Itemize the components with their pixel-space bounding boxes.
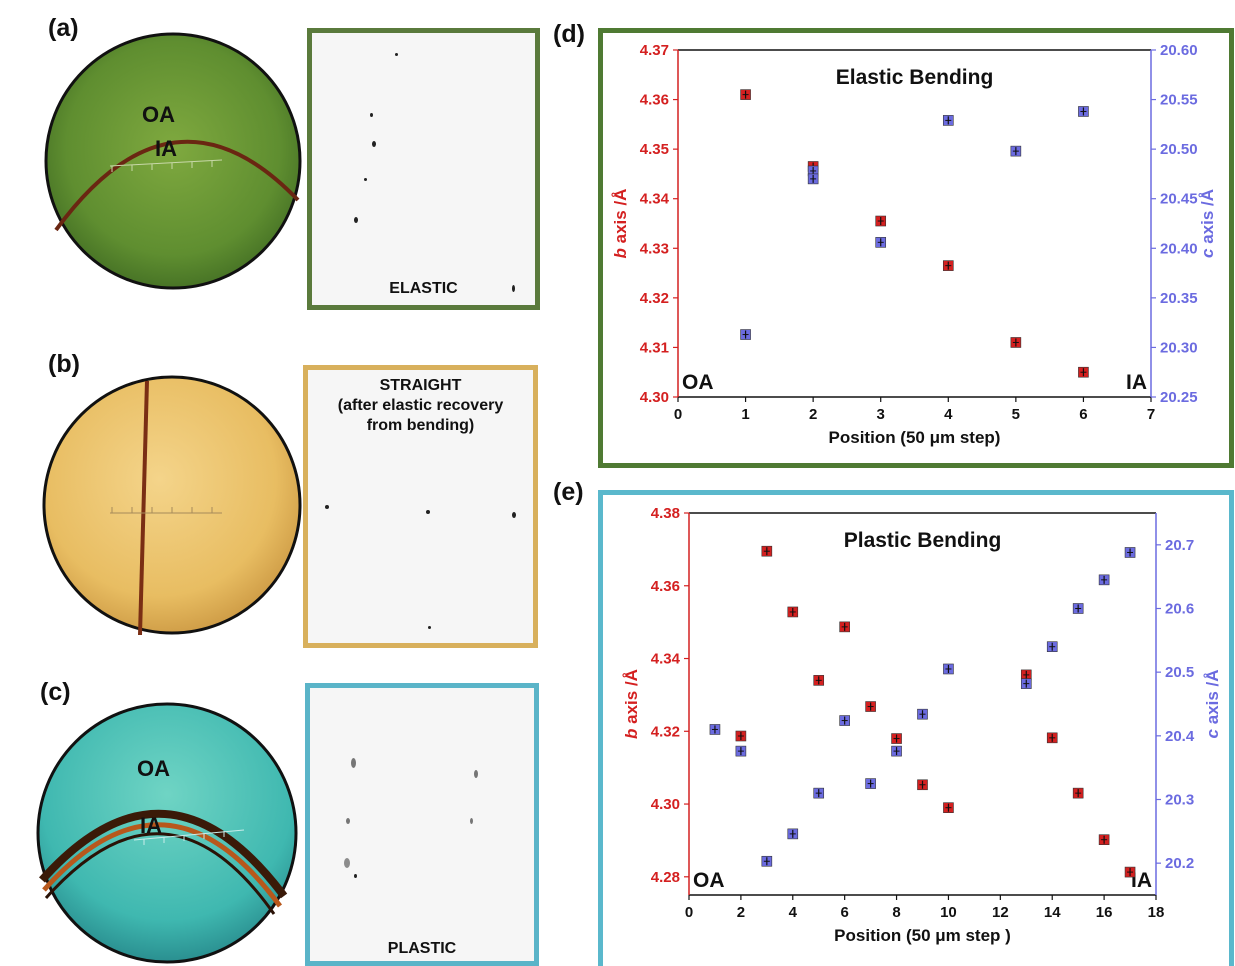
panel-d-label: (d)	[553, 20, 585, 48]
diffraction-spot	[512, 512, 516, 518]
right-y-tick-label: 20.25	[1160, 389, 1198, 406]
x-tick-label: 4	[944, 406, 953, 423]
diffraction-spot	[351, 758, 356, 768]
diffraction-spot	[428, 626, 431, 629]
right-y-axis-label: c axis /Å	[1198, 189, 1217, 258]
right-y-tick-label: 20.4	[1165, 728, 1195, 745]
left-y-tick-label: 4.32	[640, 290, 669, 307]
panel-b-xrd-frame: STRAIGHT (after elastic recovery from be…	[303, 365, 538, 648]
x-axis-label: Position (50 μm step)	[829, 428, 1001, 447]
inner-arc-label-a: IA	[155, 136, 177, 161]
right-y-axis-label: c axis /Å	[1203, 669, 1222, 738]
left-y-tick-label: 4.30	[640, 389, 669, 406]
diffraction-spot	[370, 113, 373, 117]
xrd-caption-straight: STRAIGHT (after elastic recovery from be…	[337, 377, 504, 434]
diffraction-spot	[325, 505, 329, 509]
right-y-tick-label: 20.50	[1160, 141, 1198, 158]
diffraction-spot	[395, 53, 398, 56]
corner-label-oa: OA	[693, 869, 725, 892]
panel-c-photo: OA IA	[34, 700, 300, 966]
xrd-caption-elastic: ELASTIC	[389, 280, 458, 297]
diffraction-spot	[346, 818, 350, 824]
diffraction-spot	[470, 818, 473, 824]
panel-c-label: (c)	[40, 678, 71, 706]
left-y-tick-label: 4.30	[651, 796, 680, 813]
diffraction-spot	[354, 217, 358, 223]
outer-arc-label-c: OA	[137, 756, 170, 781]
diffraction-spot	[512, 285, 515, 292]
diffraction-spot	[474, 770, 478, 778]
x-tick-label: 6	[840, 904, 848, 921]
panel-b-photo	[40, 373, 304, 637]
right-y-tick-label: 20.3	[1165, 792, 1194, 809]
panel-a-label: (a)	[48, 14, 79, 42]
left-y-tick-label: 4.34	[640, 191, 670, 208]
right-y-tick-label: 20.5	[1165, 664, 1194, 681]
left-y-tick-label: 4.37	[640, 42, 669, 59]
right-y-tick-label: 20.60	[1160, 42, 1198, 59]
left-y-axis-label: b axis /Å	[622, 669, 641, 739]
x-tick-label: 1	[741, 406, 749, 423]
x-tick-label: 0	[685, 904, 693, 921]
corner-label-oa: OA	[682, 371, 714, 394]
right-y-tick-label: 20.30	[1160, 339, 1198, 356]
diffraction-spot	[364, 178, 367, 181]
x-tick-label: 7	[1147, 406, 1155, 423]
panel-a-photo: OA IA	[42, 30, 304, 292]
right-y-tick-label: 20.45	[1160, 191, 1198, 208]
x-tick-label: 0	[674, 406, 682, 423]
x-tick-label: 10	[940, 904, 957, 921]
x-tick-label: 2	[809, 406, 817, 423]
panel-e-label: (e)	[553, 478, 584, 506]
left-y-tick-label: 4.32	[651, 723, 680, 740]
left-y-axis-label: b axis /Å	[611, 189, 630, 259]
x-tick-label: 14	[1044, 904, 1061, 921]
left-y-tick-label: 4.38	[651, 505, 680, 522]
panel-b-label: (b)	[48, 350, 80, 378]
diffraction-spot	[354, 874, 357, 878]
diffraction-spot	[344, 858, 350, 868]
corner-label-ia: IA	[1131, 869, 1152, 892]
right-y-tick-label: 20.40	[1160, 240, 1198, 257]
diffraction-spot	[426, 510, 430, 514]
left-y-tick-label: 4.36	[651, 578, 680, 595]
elastic-bending-chart: 0 1 2 3 4 5 6 7 4.30 4.31 4.32 4.33 4.34 4.35 4.36 4.37…	[611, 42, 1217, 447]
corner-label-ia: IA	[1126, 371, 1147, 394]
x-tick-label: 12	[992, 904, 1009, 921]
left-y-tick-label: 4.36	[640, 92, 669, 109]
x-tick-label: 18	[1148, 904, 1165, 921]
chart-title: Elastic Bending	[836, 66, 994, 89]
x-tick-label: 2	[737, 904, 745, 921]
x-tick-label: 8	[892, 904, 900, 921]
outer-arc-label-a: OA	[142, 102, 175, 127]
x-tick-label: 4	[789, 904, 798, 921]
chart-title: Plastic Bending	[844, 529, 1002, 552]
left-y-tick-label: 4.34	[651, 651, 681, 668]
left-y-tick-label: 4.31	[640, 339, 669, 356]
x-tick-label: 5	[1012, 406, 1020, 423]
right-y-tick-label: 20.6	[1165, 601, 1194, 618]
x-axis-label: Position (50 μm step )	[834, 926, 1011, 945]
right-y-tick-label: 20.2	[1165, 855, 1194, 872]
plastic-bending-chart: 0 2 4 6 8 10 12 14 16 18 4.28 4.30 4.32 4.34 4.36 4.38 2…	[622, 505, 1222, 945]
right-y-tick-label: 20.7	[1165, 537, 1194, 554]
left-y-tick-label: 4.33	[640, 240, 669, 257]
panel-a-xrd-frame: ELASTIC	[307, 28, 540, 310]
right-y-tick-label: 20.35	[1160, 290, 1198, 307]
panel-d-frame	[598, 28, 1234, 468]
x-tick-label: 6	[1079, 406, 1087, 423]
left-y-tick-label: 4.35	[640, 141, 669, 158]
panel-e-frame	[598, 490, 1234, 966]
left-y-tick-label: 4.28	[651, 869, 680, 886]
x-tick-label: 3	[877, 406, 885, 423]
x-tick-label: 16	[1096, 904, 1113, 921]
panel-c-xrd-frame: PLASTIC	[305, 683, 539, 966]
xrd-caption-plastic: PLASTIC	[387, 940, 457, 957]
inner-arc-label-c: IA	[140, 813, 162, 838]
right-y-tick-label: 20.55	[1160, 92, 1198, 109]
diffraction-spot	[372, 141, 376, 147]
